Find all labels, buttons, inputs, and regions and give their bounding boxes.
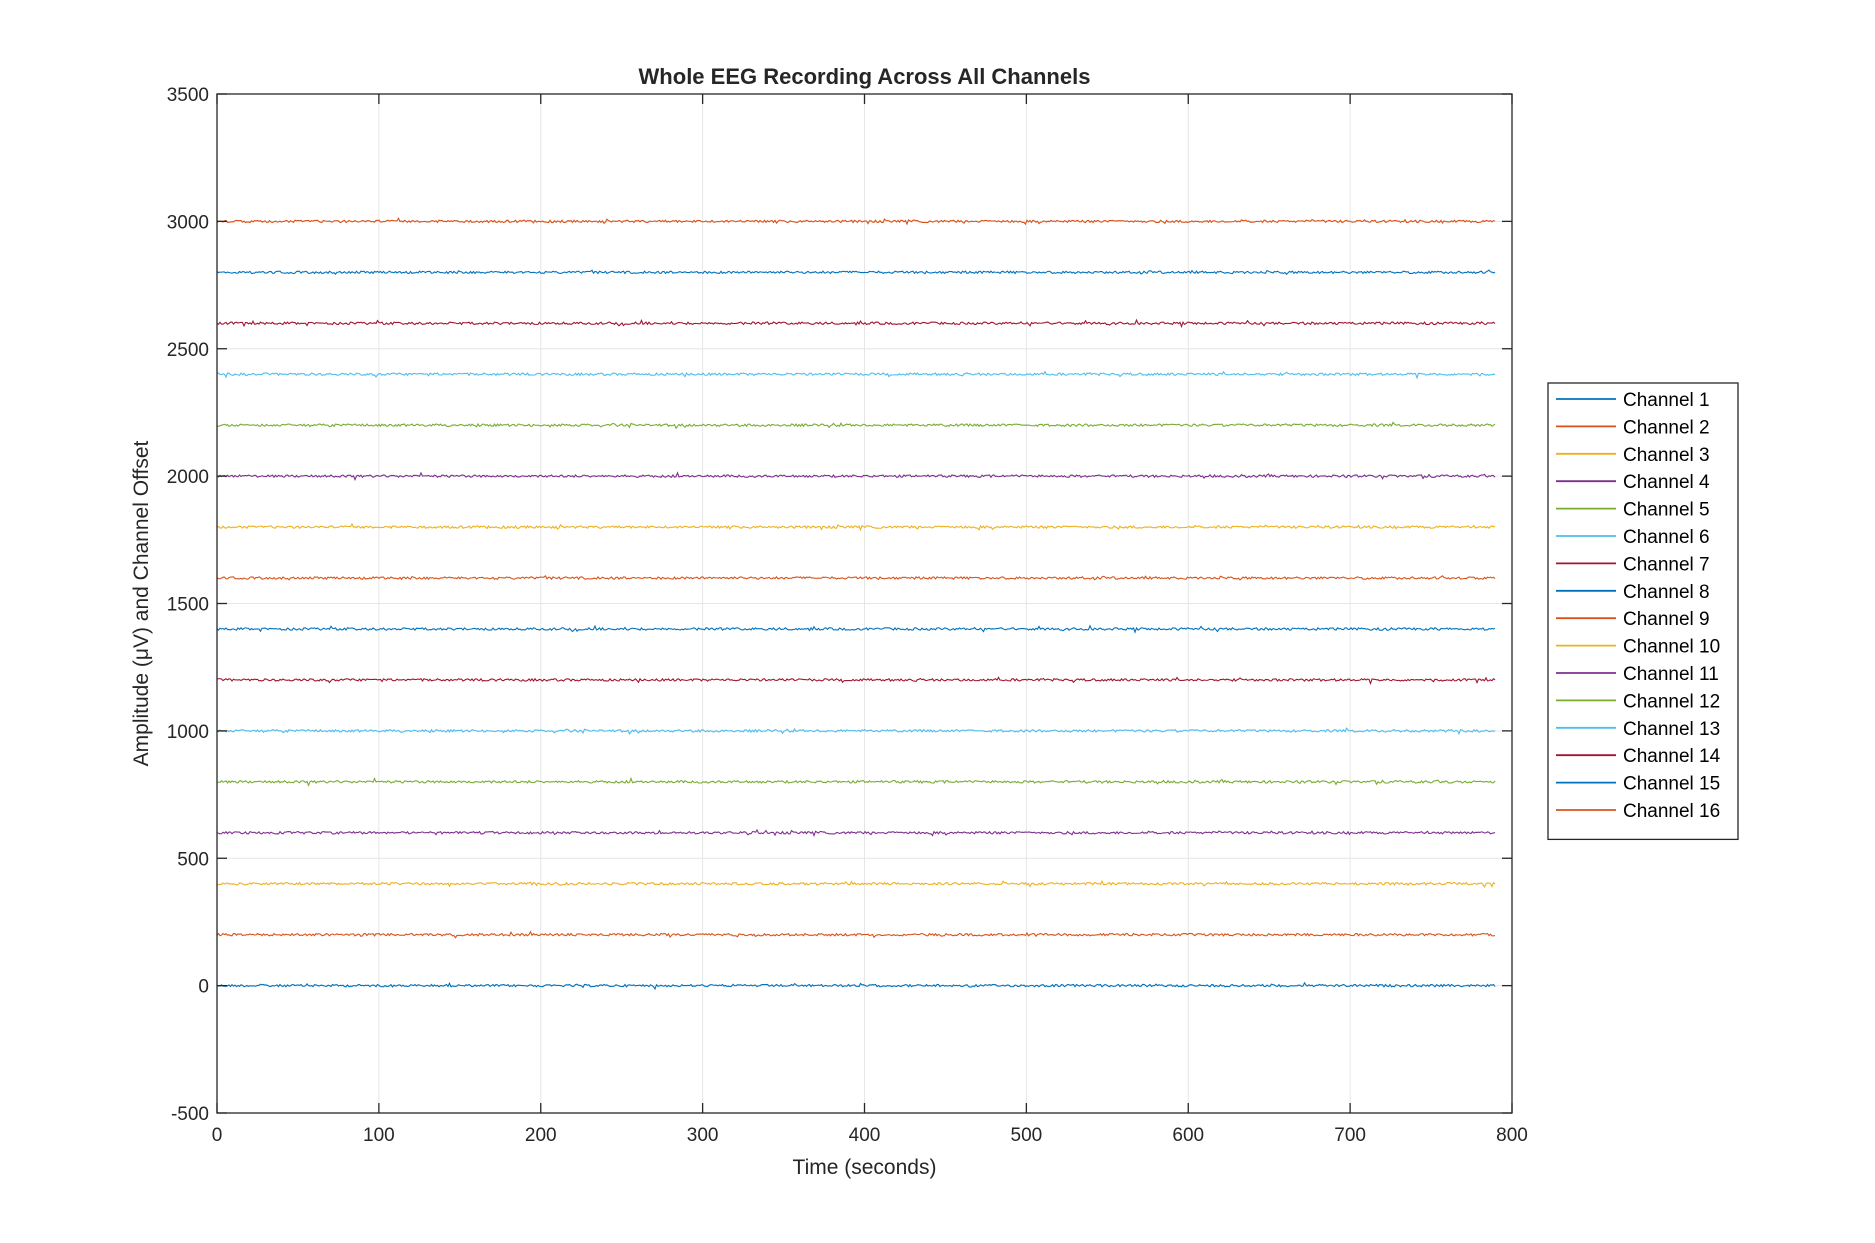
series-line-channel-9 [216,575,1496,581]
legend-entry: Channel 13 [1623,719,1720,740]
legend-entry: Channel 15 [1623,774,1720,795]
series-line-channel-14 [216,318,1496,329]
y-tick-label: 0 [198,977,209,998]
x-tick-label: 600 [1172,1125,1204,1146]
series-layer [216,217,1496,991]
y-tick-label: 1500 [167,595,209,616]
series-line-channel-4 [216,828,1496,837]
y-tick-label: 3000 [167,212,209,233]
legend: Channel 1 Channel 2 Channel 3 Channel 4 Chan… [1547,382,1739,841]
x-tick-label: 700 [1334,1125,1366,1146]
y-tick-label: 2000 [167,467,209,488]
series-line-channel-16 [216,217,1496,226]
legend-entry: Channel 4 [1623,472,1710,493]
x-axis-label: Time (seconds) [793,1156,937,1179]
series-line-channel-5 [216,776,1496,787]
legend-entry: Channel 9 [1623,609,1710,630]
x-tick-label: 500 [1011,1125,1043,1146]
series-line-channel-15 [216,269,1496,276]
series-line-channel-13 [216,370,1496,380]
series-line-channel-3 [216,879,1496,889]
y-tick-label: 3500 [167,85,209,106]
series-line-channel-1 [216,981,1496,991]
series-line-channel-12 [216,421,1496,430]
legend-entry: Channel 11 [1623,664,1719,685]
series-line-channel-8 [216,624,1496,634]
chart-title: Whole EEG Recording Across All Channels [639,64,1091,89]
x-tick-label: 400 [849,1125,881,1146]
legend-entry: Channel 5 [1623,500,1710,521]
series-line-channel-2 [216,930,1496,939]
legend-entry: Channel 1 [1623,390,1710,411]
y-tick-label: 500 [177,849,209,870]
tick-layer: 0 100 200 300 400 500 600 700 800-50005001000150… [167,85,1528,1146]
y-tick-label: 1000 [167,722,209,743]
legend-entry: Channel 14 [1623,746,1721,767]
legend-box [1547,382,1739,841]
y-tick-label: -500 [171,1104,209,1125]
y-tick-label: 2500 [167,340,209,361]
legend-entry: Channel 6 [1623,527,1710,548]
legend-entry: Channel 2 [1623,417,1710,438]
x-tick-label: 200 [525,1125,557,1146]
series-line-channel-10 [216,522,1496,532]
legend-entry: Channel 10 [1623,637,1720,658]
legend-entry: Channel 16 [1623,801,1720,822]
series-line-channel-7 [216,676,1496,686]
legend-entry: Channel 8 [1623,582,1710,603]
legend-entry: Channel 3 [1623,445,1710,466]
series-line-channel-6 [216,727,1496,735]
y-axis-label: Amplitude (μV) and Channel Offset [130,440,153,766]
x-tick-label: 100 [363,1125,395,1146]
series-line-channel-11 [216,471,1496,482]
x-tick-label: 300 [687,1125,719,1146]
legend-entry: Channel 12 [1623,691,1720,712]
legend-entry: Channel 7 [1623,554,1710,575]
x-tick-label: 0 [212,1125,223,1146]
grid-layer [216,93,1513,1114]
x-tick-label: 800 [1496,1125,1528,1146]
